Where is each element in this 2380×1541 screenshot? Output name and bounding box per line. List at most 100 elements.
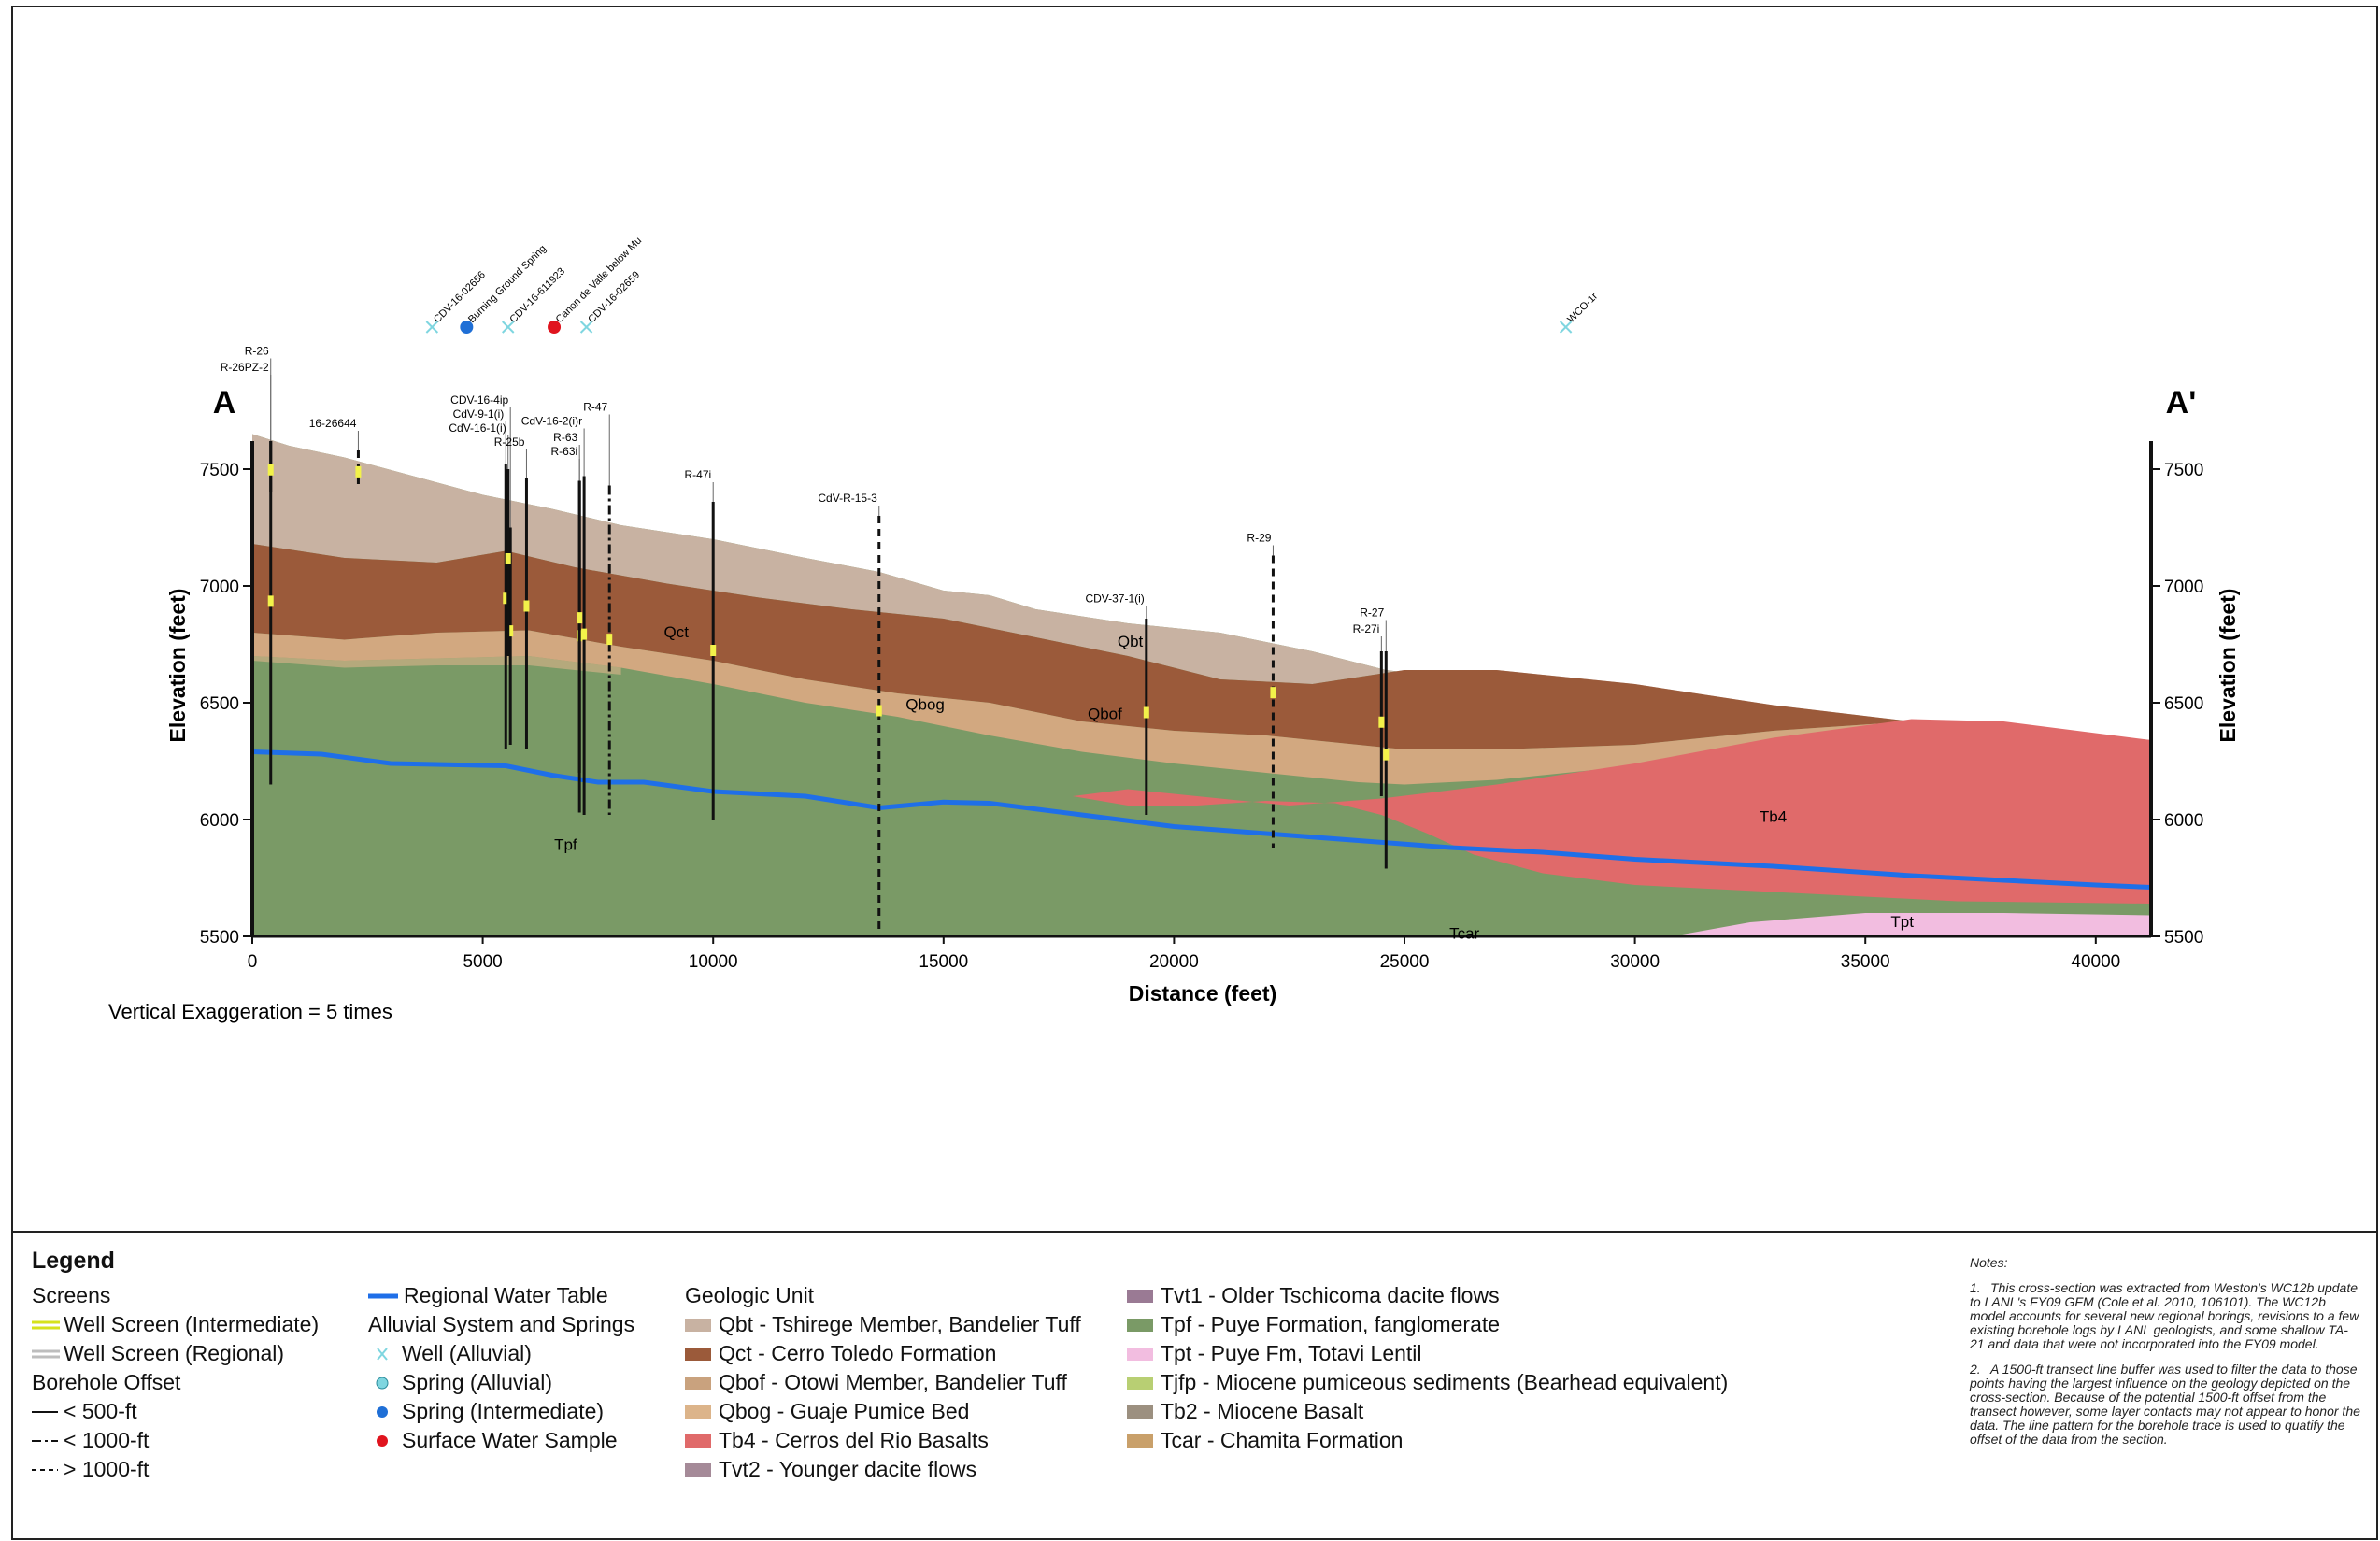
legend-item: Qct - Cerro Toledo Formation	[685, 1339, 1081, 1368]
x-axis-title: Distance (feet)	[1129, 981, 1276, 1006]
unit-label: Tcar	[1449, 925, 1479, 943]
legend-item: Spring (Alluvial)	[368, 1368, 634, 1397]
legend-item: Tvt2 - Younger dacite flows	[685, 1455, 1081, 1484]
borehole-label: R-27	[1360, 606, 1384, 620]
legend-item-label: Qct - Cerro Toledo Formation	[719, 1341, 997, 1365]
y-tick-label: 7000	[200, 578, 239, 597]
vertical-exaggeration: Vertical Exaggeration = 5 times	[108, 1000, 392, 1023]
well-screen	[710, 645, 717, 656]
y-tick-label: 7500	[200, 461, 239, 480]
legend-item: < 1000-ft	[32, 1426, 319, 1455]
geology-heading: Geologic Unit	[685, 1283, 815, 1307]
note-item: 2. A 1500-ft transect line buffer was use…	[1970, 1362, 2360, 1447]
well-screen	[1378, 716, 1385, 728]
legend-item-label: Tvt2 - Younger dacite flows	[719, 1457, 977, 1481]
legend-item: Tb4 - Cerros del Rio Basalts	[685, 1426, 1081, 1455]
dot-icon	[548, 321, 562, 334]
well-screen	[503, 592, 509, 605]
well-screen	[876, 705, 882, 717]
y-tick-label: 6000	[2164, 811, 2203, 831]
well-screen	[505, 553, 511, 564]
screen-intermediate-icon	[32, 1320, 60, 1329]
legend-item-label: Tb4 - Cerros del Rio Basalts	[719, 1428, 989, 1452]
y-tick-label: 6500	[200, 694, 239, 714]
borehole-label: R-29	[1247, 532, 1271, 545]
swatch-icon	[1127, 1347, 1153, 1361]
swatch-icon	[685, 1376, 711, 1390]
legend-item: Spring (Intermediate)	[368, 1397, 634, 1426]
section-label-right: A'	[2166, 385, 2197, 421]
dot-icon	[376, 1377, 389, 1389]
swatch-icon	[685, 1434, 711, 1448]
cross-icon	[502, 321, 515, 334]
dot-icon	[377, 1405, 388, 1418]
borehole-label: R-63	[553, 431, 577, 444]
cross-icon	[425, 321, 439, 334]
surface-point-label: WCO-1r	[1565, 291, 1600, 325]
borehole-label: R-26	[245, 345, 269, 358]
solid-line-icon	[32, 1410, 58, 1413]
legend-item: Tpt - Puye Fm, Totavi Lentil	[1127, 1339, 1728, 1368]
section-label-left: A	[213, 385, 236, 421]
unit-label: Qct	[664, 623, 690, 641]
dashed-line-icon	[32, 1468, 58, 1471]
swatch-icon	[685, 1318, 711, 1332]
legend-item-label: Tb2 - Miocene Basalt	[1161, 1399, 1364, 1423]
x-tick-label: 0	[248, 952, 258, 972]
well-screen	[1143, 706, 1149, 719]
legend-geology-col2: Tvt1 - Older Tschicoma dacite flows Tpf -…	[1127, 1281, 1728, 1455]
borehole-label: CdV-9-1(i)	[453, 407, 505, 421]
borehole-label: R-63i	[550, 445, 577, 458]
legend-item-label: Tjfp - Miocene pumiceous sediments (Bear…	[1161, 1370, 1729, 1394]
dashdot-line-icon	[32, 1439, 58, 1442]
legend-item: Tpf - Puye Formation, fanglomerate	[1127, 1310, 1728, 1339]
legend-geology-col1: Geologic Unit Qbt - Tshirege Member, Ban…	[685, 1281, 1081, 1484]
borehole-label: 16-26644	[309, 417, 357, 430]
y-tick-label: 6500	[2164, 694, 2203, 714]
springs-heading: Alluvial System and Springs	[368, 1312, 635, 1336]
notes-heading: Notes:	[1970, 1255, 2008, 1270]
legend-item-label: Tcar - Chamita Formation	[1161, 1428, 1404, 1452]
water-table-icon	[368, 1293, 398, 1298]
legend-item: Qbof - Otowi Member, Bandelier Tuff	[685, 1368, 1081, 1397]
layer-qbof	[252, 630, 2151, 785]
swatch-icon	[1127, 1318, 1153, 1332]
x-tick-label: 35000	[1841, 952, 1890, 972]
notes: Notes: 1. This cross-section was extracte…	[1970, 1256, 2362, 1458]
legend-item: > 1000-ft	[32, 1455, 319, 1484]
legend-item: Tcar - Chamita Formation	[1127, 1426, 1728, 1455]
well-screen	[1270, 687, 1276, 699]
x-tick-label: 5000	[463, 952, 502, 972]
layer-qbog	[252, 656, 621, 675]
offset-heading: Borehole Offset	[32, 1370, 181, 1394]
legend-title: Legend	[32, 1248, 115, 1274]
borehole-label: R-25b	[494, 435, 525, 449]
dot-icon	[377, 1434, 388, 1447]
well-screen	[577, 612, 583, 624]
legend-item: Qbt - Tshirege Member, Bandelier Tuff	[685, 1310, 1081, 1339]
figure-frame	[11, 6, 2378, 1540]
layer-tpt	[1672, 913, 2151, 936]
unit-label: Tb4	[1760, 808, 1787, 826]
y-tick-label: 6000	[200, 811, 239, 831]
x-tick-label: 40000	[2071, 952, 2120, 972]
screens-heading: Screens	[32, 1283, 111, 1307]
cross-icon	[377, 1347, 388, 1361]
unit-label: Qbog	[905, 696, 945, 714]
screen-regional-icon	[32, 1349, 60, 1358]
layer-qct	[252, 544, 2151, 749]
dot-icon	[460, 321, 474, 334]
legend-water: Regional Water Table Alluvial System and…	[368, 1281, 634, 1455]
legend-item-label: Tpt - Puye Fm, Totavi Lentil	[1161, 1341, 1422, 1365]
legend-item: Well (Alluvial)	[368, 1339, 634, 1368]
legend-item: < 500-ft	[32, 1397, 319, 1426]
swatch-icon	[1127, 1434, 1153, 1448]
cross-section: 5500 5500 6000 6000 6500 6500 7000 7000 7500 7500…	[108, 235, 2240, 1023]
swatch-icon	[1127, 1376, 1153, 1390]
well-screen	[1383, 749, 1390, 761]
borehole-label: CdV-16-2(i)r	[521, 415, 582, 428]
swatch-icon	[685, 1347, 711, 1361]
well-screen	[267, 464, 274, 476]
well-screen	[523, 600, 530, 612]
legend-item: Surface Water Sample	[368, 1426, 634, 1455]
